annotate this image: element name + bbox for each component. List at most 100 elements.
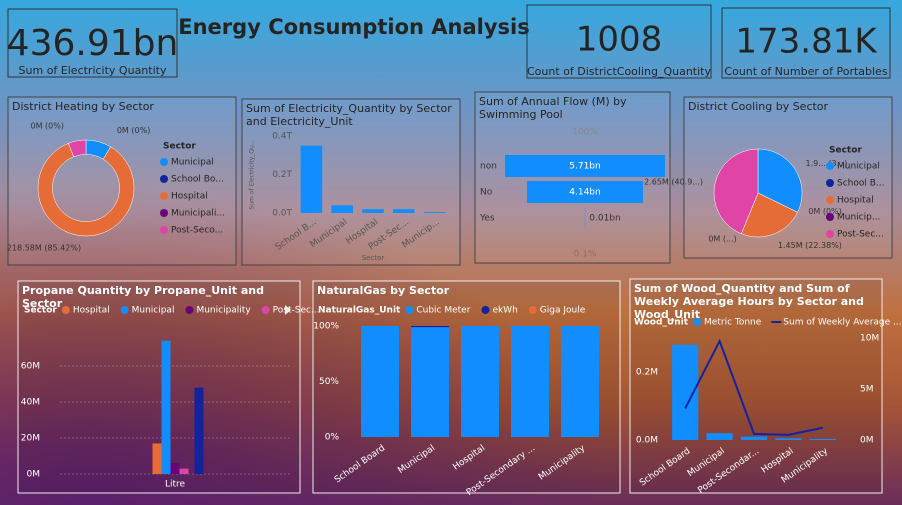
panel-title: NaturalGas by Sector — [317, 284, 450, 297]
legend-item: School Bo... — [171, 175, 224, 185]
panel-title: Propane Quantity by Propane_Unit and Sec… — [22, 284, 264, 310]
card-frame — [721, 7, 891, 79]
line — [684, 338, 824, 436]
data-label: 0M (0%) — [117, 126, 150, 135]
legend-item: Hospital — [171, 192, 208, 202]
legend-title: Sector — [163, 142, 196, 152]
legend-title: Sector — [829, 146, 862, 156]
legend-title: NaturalGas_Unit — [318, 306, 401, 316]
slice — [37, 143, 135, 237]
data-label: 1.45M (22.38%) — [778, 241, 842, 250]
legend-swatch — [120, 306, 129, 314]
bar-segment — [511, 326, 549, 437]
legend-swatch — [61, 306, 70, 314]
data-label: 0M (0%) — [808, 207, 841, 216]
legend-swatch — [160, 175, 168, 183]
bar — [809, 438, 836, 440]
legend-swatch — [405, 306, 414, 314]
legend-swatch — [826, 162, 834, 170]
bar — [300, 145, 323, 213]
y-tick-label: 40M — [21, 398, 40, 408]
y-tick-label: 50% — [319, 377, 339, 387]
panel-title: Sum of Wood_Quantity and Sum of Weekly A… — [634, 282, 864, 321]
legend-swatch — [826, 196, 834, 204]
bar — [170, 463, 180, 474]
legend-item: Post-Sec... — [273, 306, 320, 316]
bar — [179, 468, 189, 474]
data-label: 5.71bn — [569, 162, 600, 172]
bar — [775, 438, 802, 440]
legend-item: Municipali... — [171, 209, 225, 219]
legend-item: Hospital — [73, 306, 110, 316]
y-tick-label: 20M — [21, 434, 40, 444]
legend-title: Sector — [24, 306, 57, 316]
y-tick-label: 0% — [325, 433, 340, 443]
legend-swatch — [481, 306, 490, 314]
legend-swatch — [185, 306, 194, 314]
legend-swatch — [160, 226, 168, 234]
dashboard-title: Energy Consumption Analysis — [178, 15, 529, 39]
card-frame — [7, 8, 178, 78]
y-axis-title: Sum of Electricity_Qu... — [249, 139, 256, 209]
data-label: 218.58M (85.42%) — [7, 243, 81, 252]
legend-item: Sum of Weekly Average ... — [783, 318, 901, 328]
bar-segment — [411, 326, 449, 328]
funnel-bar — [526, 181, 644, 203]
legend-swatch — [826, 213, 834, 221]
legend-item: Municipal — [837, 162, 880, 172]
card-value: 173.81K — [735, 22, 878, 62]
panel-title: District Cooling by Sector — [688, 100, 829, 113]
bar — [194, 387, 204, 474]
legend-item: Municip... — [837, 213, 880, 223]
funnel-bar — [505, 155, 665, 177]
y-tick-label: 0.0M — [636, 436, 658, 446]
bar — [423, 212, 446, 213]
data-label: 0M (...) — [708, 234, 736, 243]
bar-segment — [561, 326, 599, 437]
legend-swatch — [160, 192, 168, 200]
legend-item: School B... — [837, 179, 885, 189]
legend-title: Wood_Unit — [634, 318, 689, 328]
y-tick-label: 100% — [313, 322, 339, 332]
data-label: 1.9... (3...) — [805, 159, 847, 168]
y-tick-label: 0.0T — [272, 209, 292, 219]
bar — [740, 436, 768, 440]
panel-title: Sum of Electricity_Quantity by Sector an… — [246, 102, 452, 128]
legend-item: Hospital — [837, 196, 874, 206]
legend-item: ekWh — [492, 306, 517, 316]
data-label: 4.14bn — [569, 188, 600, 198]
category-label: No — [480, 188, 493, 198]
data-label: 0M (0%) — [31, 122, 64, 131]
x-tick-label: Litre — [165, 480, 186, 490]
bar — [393, 209, 415, 213]
y-tick-label: 5M — [860, 385, 874, 395]
panel-frame — [474, 91, 671, 264]
legend-item: Metric Tonne — [704, 318, 762, 328]
legend-item: Municipality — [196, 306, 251, 316]
panel-title: Sum of Annual Flow (M) by Swimming Pool — [479, 95, 627, 121]
bar — [161, 340, 171, 474]
legend-item: Municipal — [171, 158, 214, 168]
card-value: 436.91bn — [7, 23, 179, 64]
data-label: 0.01bn — [589, 214, 620, 224]
bar — [152, 443, 162, 474]
bar — [706, 433, 733, 440]
bar-segment — [411, 327, 449, 437]
legend-item: Cubic Meter — [416, 306, 470, 316]
legend-scroll-arrow[interactable] — [285, 305, 291, 315]
panel-frame — [241, 98, 461, 266]
bar — [362, 209, 384, 213]
y-tick-label: 10M — [860, 334, 879, 344]
legend-swatch — [528, 306, 537, 314]
legend-item: Post-Sec... — [837, 230, 884, 240]
bar — [331, 205, 353, 213]
legend-swatch — [160, 209, 168, 217]
legend-swatch — [826, 179, 834, 187]
slice — [68, 139, 87, 158]
legend-swatch — [693, 318, 702, 326]
y-tick-label: 0.2M — [636, 368, 658, 378]
category-label: non — [480, 162, 497, 172]
legend-item: Municipal — [132, 306, 175, 316]
